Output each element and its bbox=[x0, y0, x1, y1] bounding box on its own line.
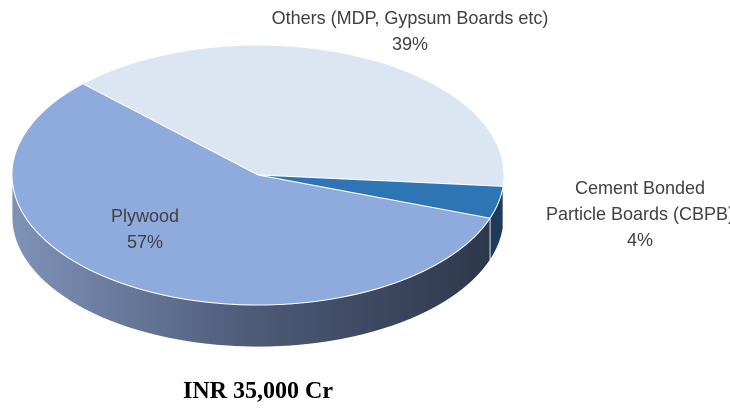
slice-label: Cement Bonded Particle Boards (CBPB) 4% bbox=[545, 175, 730, 253]
value-label: 57% bbox=[126, 232, 164, 252]
value-label: 4% bbox=[626, 230, 653, 250]
value-label: 39% bbox=[391, 34, 429, 54]
slice bbox=[81, 44, 505, 187]
caption: INR 35,000 Cr bbox=[183, 378, 333, 404]
slice-label: Plywood 57% bbox=[75, 203, 215, 255]
category-label: Plywood bbox=[110, 206, 180, 226]
category-label: Others (MDP, Gypsum Boards etc) bbox=[271, 8, 549, 28]
slice-label: Others (MDP, Gypsum Boards etc) 39% bbox=[200, 5, 620, 57]
slice bbox=[11, 83, 491, 306]
category-label: Cement Bonded Particle Boards (CBPB) bbox=[545, 178, 730, 224]
